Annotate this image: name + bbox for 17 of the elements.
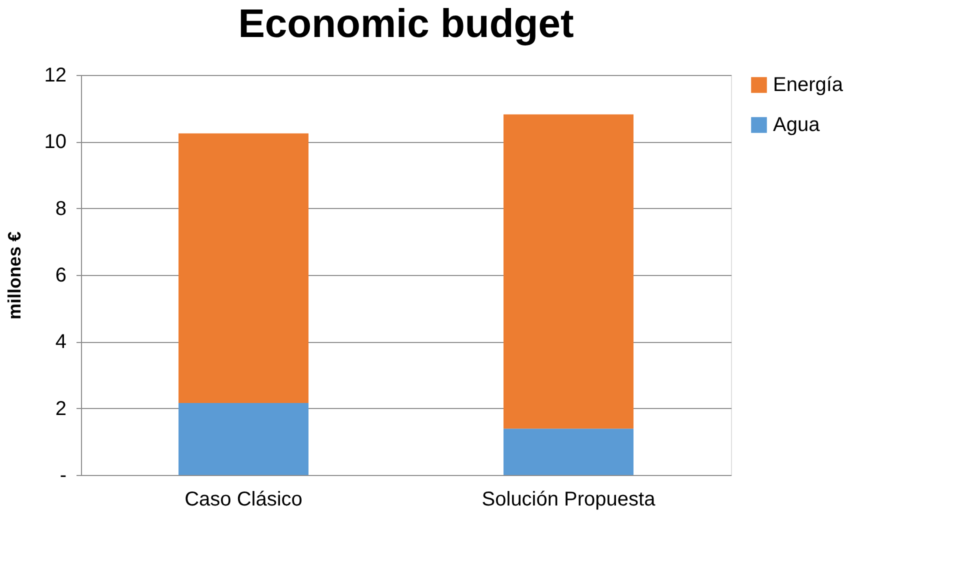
x-tick-label: Solución Propuesta [482, 488, 656, 510]
y-tick-label: 10 [44, 131, 66, 154]
y-tick-label: 8 [55, 198, 66, 220]
bar [178, 133, 308, 403]
y-tick-label: 12 [44, 64, 66, 86]
legend-label: Agua [773, 114, 821, 136]
legend-label: Energía [773, 74, 844, 96]
x-tick-label: Caso Clásico [184, 488, 302, 510]
y-tick-label: 4 [55, 331, 66, 354]
bar [178, 403, 308, 475]
chart-title: Economic budget [238, 2, 574, 46]
y-tick-label: 2 [55, 398, 66, 420]
y-axis-title: millones € [4, 231, 24, 320]
y-tick-label: - [60, 464, 66, 486]
y-tick-label: 6 [55, 264, 66, 286]
bar [504, 114, 634, 429]
bar [504, 428, 634, 475]
